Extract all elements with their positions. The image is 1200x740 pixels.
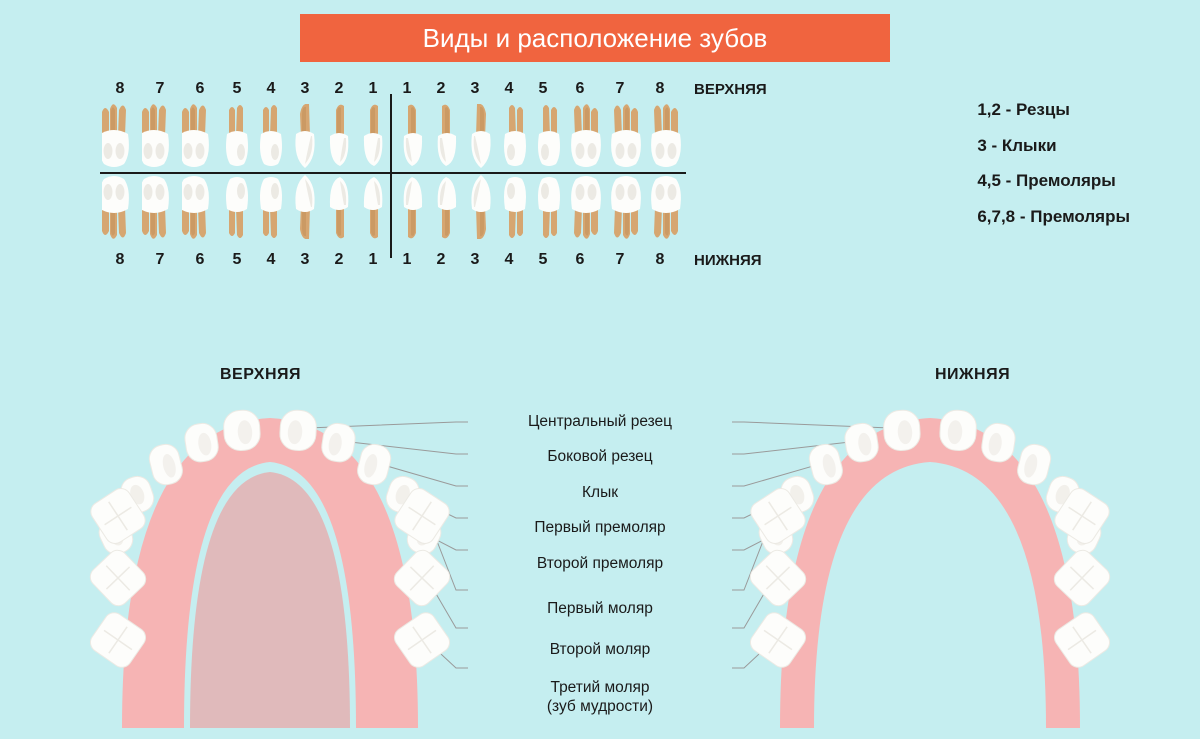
arch-tooth [279, 409, 317, 451]
tooth-icon [254, 173, 288, 239]
tooth-icon [430, 173, 464, 239]
tooth-icon [566, 104, 606, 170]
tooth-icon [180, 173, 220, 239]
tooth-number: 1 [356, 251, 390, 269]
legend-item: 6,7,8 - Премоляры [977, 199, 1130, 235]
tooth-number: 3 [458, 251, 492, 269]
tooth-name: Третий моляр(зуб мудрости) [460, 678, 740, 717]
lower-number-row: 12345678 12345678 НИЖНЯЯ [100, 251, 740, 269]
tooth-number: 1 [390, 251, 424, 269]
tooth-icon [464, 104, 498, 170]
title-bar: Виды и расположение зубов [300, 14, 890, 62]
tooth-number: 4 [254, 80, 288, 98]
legend: 1,2 - Резцы 3 - Клыки 4,5 - Премоляры 6,… [977, 92, 1130, 235]
tooth-number: 5 [526, 80, 560, 98]
tooth-icon [140, 173, 180, 239]
tooth-icon [464, 173, 498, 239]
tooth-icon [100, 104, 140, 170]
tooth-icon [606, 173, 646, 239]
tooth-icon [606, 104, 646, 170]
tooth-name: Второй моляр [460, 640, 740, 659]
tooth-icon [532, 104, 566, 170]
tooth-number: 4 [492, 80, 526, 98]
tooth-name-list: Центральный резец Боковой резец Клык Первый… [460, 412, 740, 732]
tooth-number: 5 [220, 80, 254, 98]
tooth-icon [356, 104, 390, 170]
tooth-icon [396, 104, 430, 170]
tooth-icon [220, 104, 254, 170]
tooth-name: Первый моляр [460, 599, 740, 618]
lower-arch [740, 380, 1120, 740]
tooth-number: 2 [424, 80, 458, 98]
tooth-number: 2 [424, 251, 458, 269]
lower-jaw-label: НИЖНЯЯ [694, 252, 762, 269]
tooth-name: Клык [460, 483, 740, 502]
tooth-icon [430, 104, 464, 170]
tooth-number: 4 [492, 251, 526, 269]
tooth-icon [100, 173, 140, 239]
tooth-icon [566, 173, 606, 239]
tooth-number: 3 [288, 251, 322, 269]
lower-teeth-row [100, 173, 740, 245]
legend-item: 3 - Клыки [977, 128, 1130, 164]
tooth-icon [532, 173, 566, 239]
numbered-teeth-chart: 12345678 12345678 ВЕРХНЯЯ [100, 80, 740, 269]
tooth-number: 5 [220, 251, 254, 269]
tooth-icon [396, 173, 430, 239]
infographic-canvas: Виды и расположение зубов 1,2 - Резцы 3 … [0, 0, 1200, 739]
tooth-icon [322, 173, 356, 239]
tooth-number: 1 [356, 80, 390, 98]
upper-jaw-label: ВЕРХНЯЯ [694, 81, 767, 98]
tooth-number: 2 [322, 251, 356, 269]
tooth-number: 4 [254, 251, 288, 269]
arch-tooth [883, 409, 921, 451]
tooth-icon [498, 104, 532, 170]
tooth-number: 3 [458, 80, 492, 98]
tooth-icon [356, 173, 390, 239]
arch-tooth [939, 409, 977, 451]
tooth-number: 7 [140, 251, 180, 269]
tooth-number: 6 [560, 80, 600, 98]
tooth-number: 7 [140, 80, 180, 98]
tooth-icon [220, 173, 254, 239]
tooth-name: Первый премоляр [460, 518, 740, 537]
tooth-number: 8 [100, 251, 140, 269]
tooth-name: Второй премоляр [460, 554, 740, 573]
tooth-number: 1 [390, 80, 424, 98]
tooth-number: 6 [180, 251, 220, 269]
tooth-icon [140, 104, 180, 170]
tooth-icon [288, 104, 322, 170]
tooth-icon [646, 173, 686, 239]
tooth-icon [498, 173, 532, 239]
tooth-number: 6 [560, 251, 600, 269]
tooth-icon [254, 104, 288, 170]
tooth-number: 7 [600, 251, 640, 269]
legend-item: 4,5 - Премоляры [977, 163, 1130, 199]
tooth-number: 2 [322, 80, 356, 98]
tooth-number: 5 [526, 251, 560, 269]
tooth-name: Боковой резец [460, 447, 740, 466]
tooth-icon [322, 104, 356, 170]
upper-number-row: 12345678 12345678 ВЕРХНЯЯ [100, 80, 740, 98]
tooth-number: 8 [640, 251, 680, 269]
tooth-number: 7 [600, 80, 640, 98]
tooth-number: 8 [100, 80, 140, 98]
tooth-name: Центральный резец [460, 412, 740, 431]
arch-tooth [223, 409, 261, 451]
title-text: Виды и расположение зубов [423, 23, 768, 54]
tooth-icon [180, 104, 220, 170]
tooth-icon [288, 173, 322, 239]
arch-diagrams: ВЕРХНЯЯ НИЖНЯЯ Центральный резецБоковой … [0, 360, 1200, 730]
tooth-icon [646, 104, 686, 170]
tooth-number: 6 [180, 80, 220, 98]
tooth-number: 8 [640, 80, 680, 98]
tooth-number: 3 [288, 80, 322, 98]
upper-teeth-row [100, 98, 740, 170]
legend-item: 1,2 - Резцы [977, 92, 1130, 128]
upper-arch [80, 380, 460, 740]
